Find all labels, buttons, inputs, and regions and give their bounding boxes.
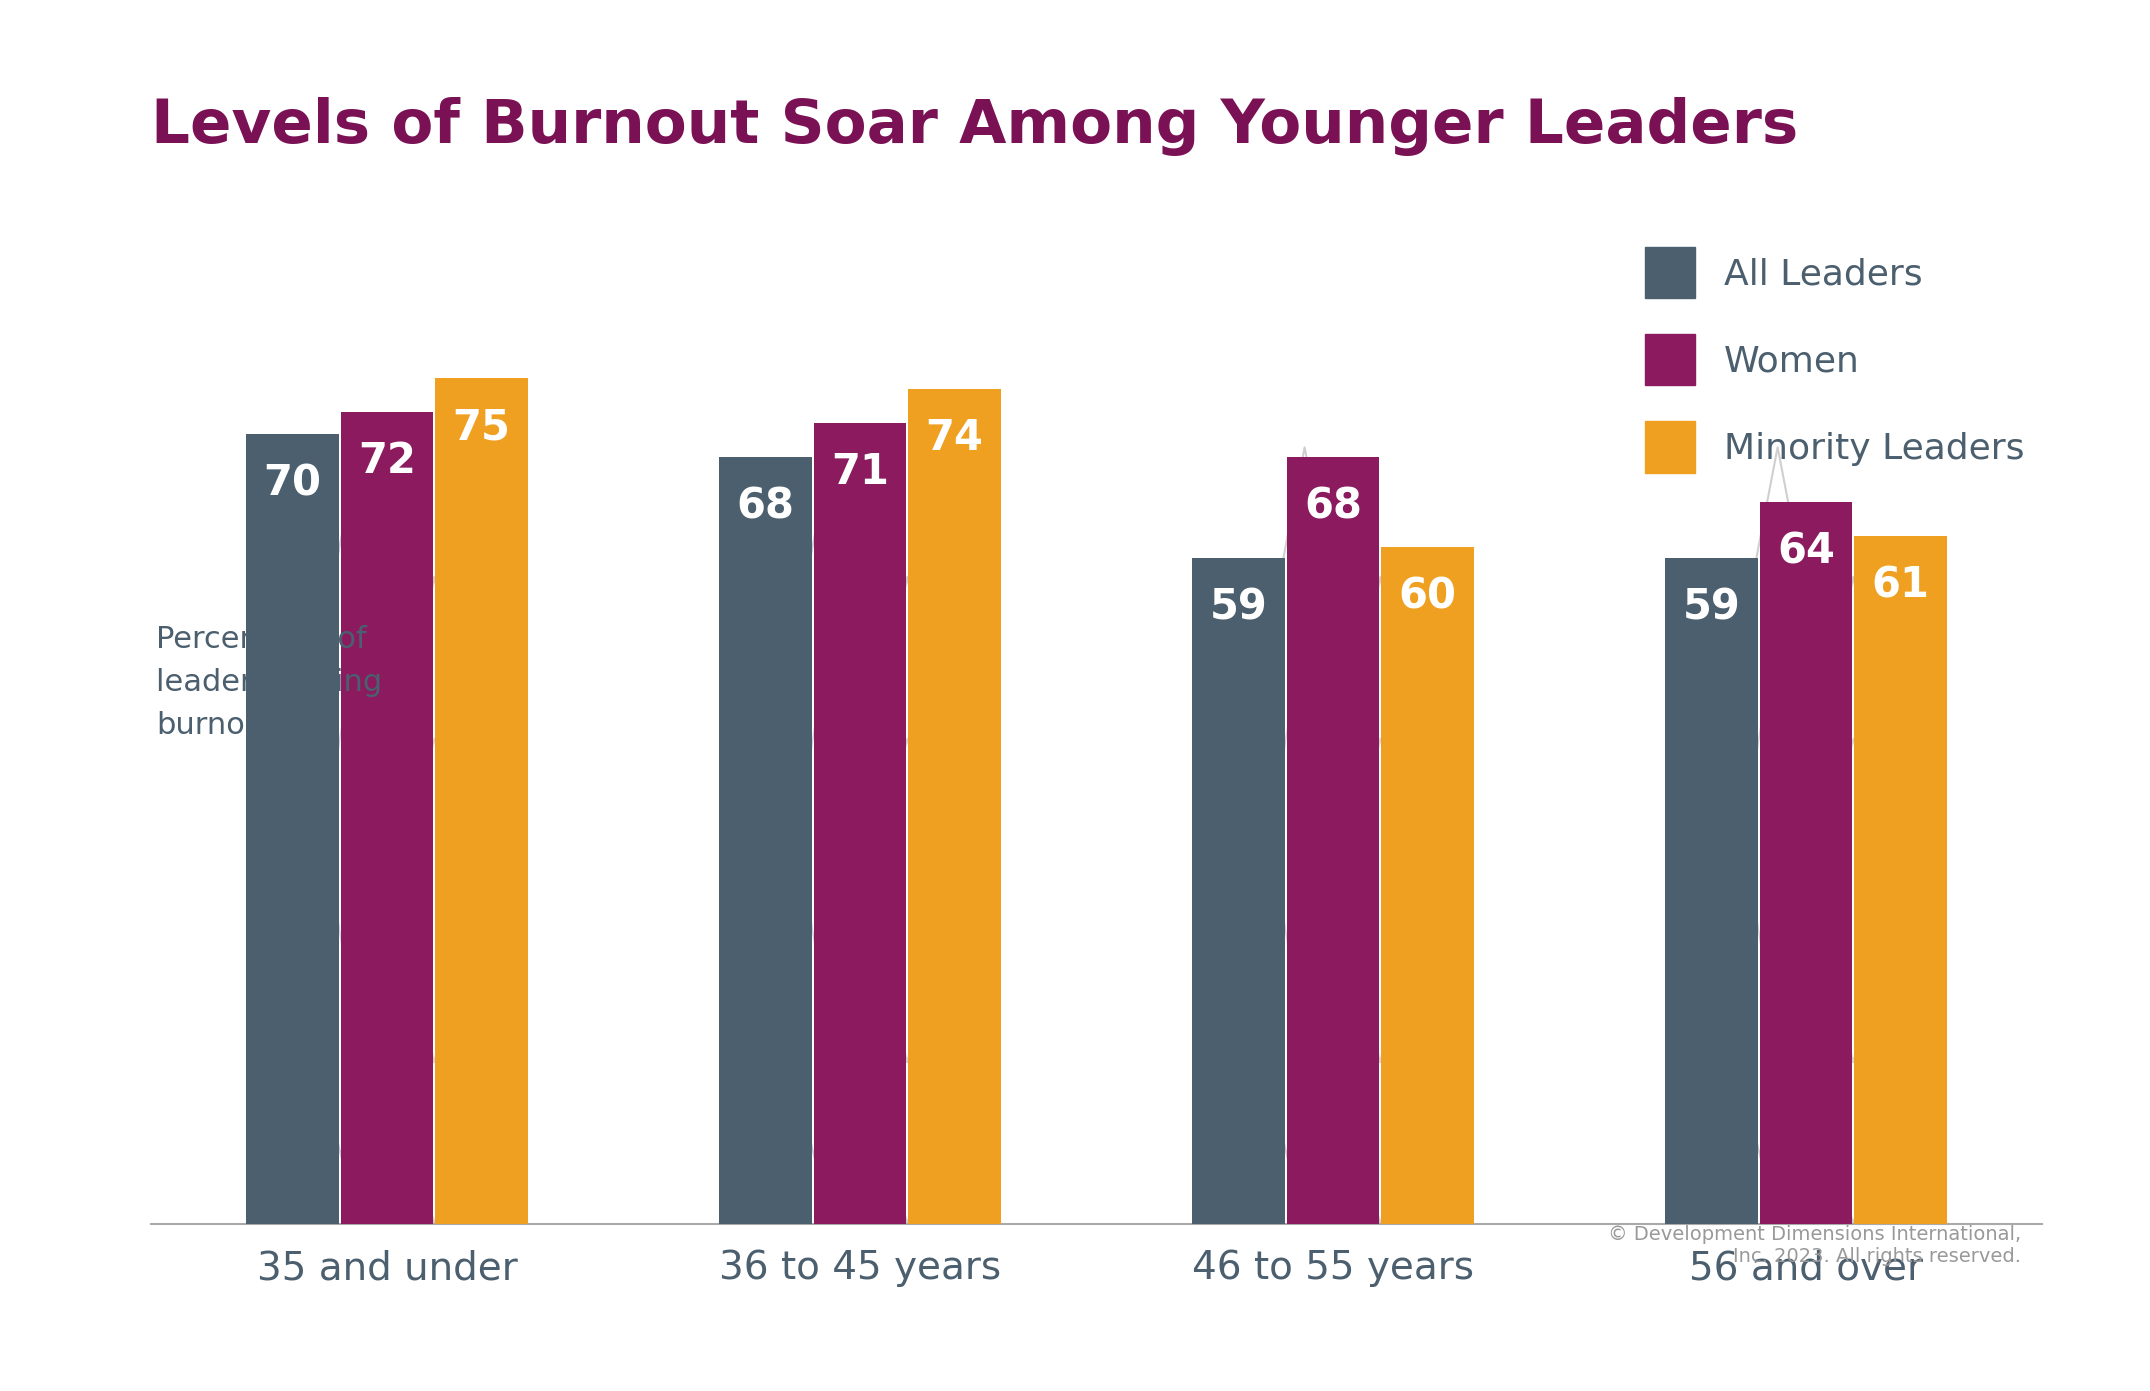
Text: 59: 59: [1683, 587, 1739, 629]
Bar: [1759, 502, 1853, 1224]
Text: © Development Dimensions International,
Inc. 2023. All rights reserved.: © Development Dimensions International, …: [1608, 1225, 2021, 1266]
Bar: [434, 378, 529, 1224]
Bar: [1380, 547, 1475, 1224]
Bar: [1286, 456, 1380, 1224]
Text: Percentage of
leaders feeling
burnout: Percentage of leaders feeling burnout: [155, 625, 383, 740]
Text: 71: 71: [832, 451, 888, 494]
Text: 61: 61: [1873, 565, 1929, 606]
Bar: [245, 434, 340, 1224]
Text: 59: 59: [1210, 587, 1266, 629]
Bar: [907, 389, 1002, 1224]
Text: 60: 60: [1400, 576, 1456, 618]
Text: 68: 68: [737, 485, 793, 527]
Text: 64: 64: [1778, 530, 1834, 572]
Text: 74: 74: [927, 417, 983, 459]
Bar: [1664, 558, 1759, 1224]
Text: Levels of Burnout Soar Among Younger Leaders: Levels of Burnout Soar Among Younger Lea…: [151, 97, 1797, 156]
Bar: [340, 412, 434, 1224]
Text: 75: 75: [454, 406, 510, 448]
Bar: [1191, 558, 1286, 1224]
Text: 68: 68: [1305, 485, 1361, 527]
Bar: [813, 423, 907, 1224]
Text: 72: 72: [359, 440, 415, 481]
Bar: [1853, 536, 1948, 1224]
Text: 70: 70: [264, 462, 320, 505]
Bar: [718, 456, 813, 1224]
Legend: All Leaders, Women, Minority Leaders: All Leaders, Women, Minority Leaders: [1645, 248, 2025, 473]
